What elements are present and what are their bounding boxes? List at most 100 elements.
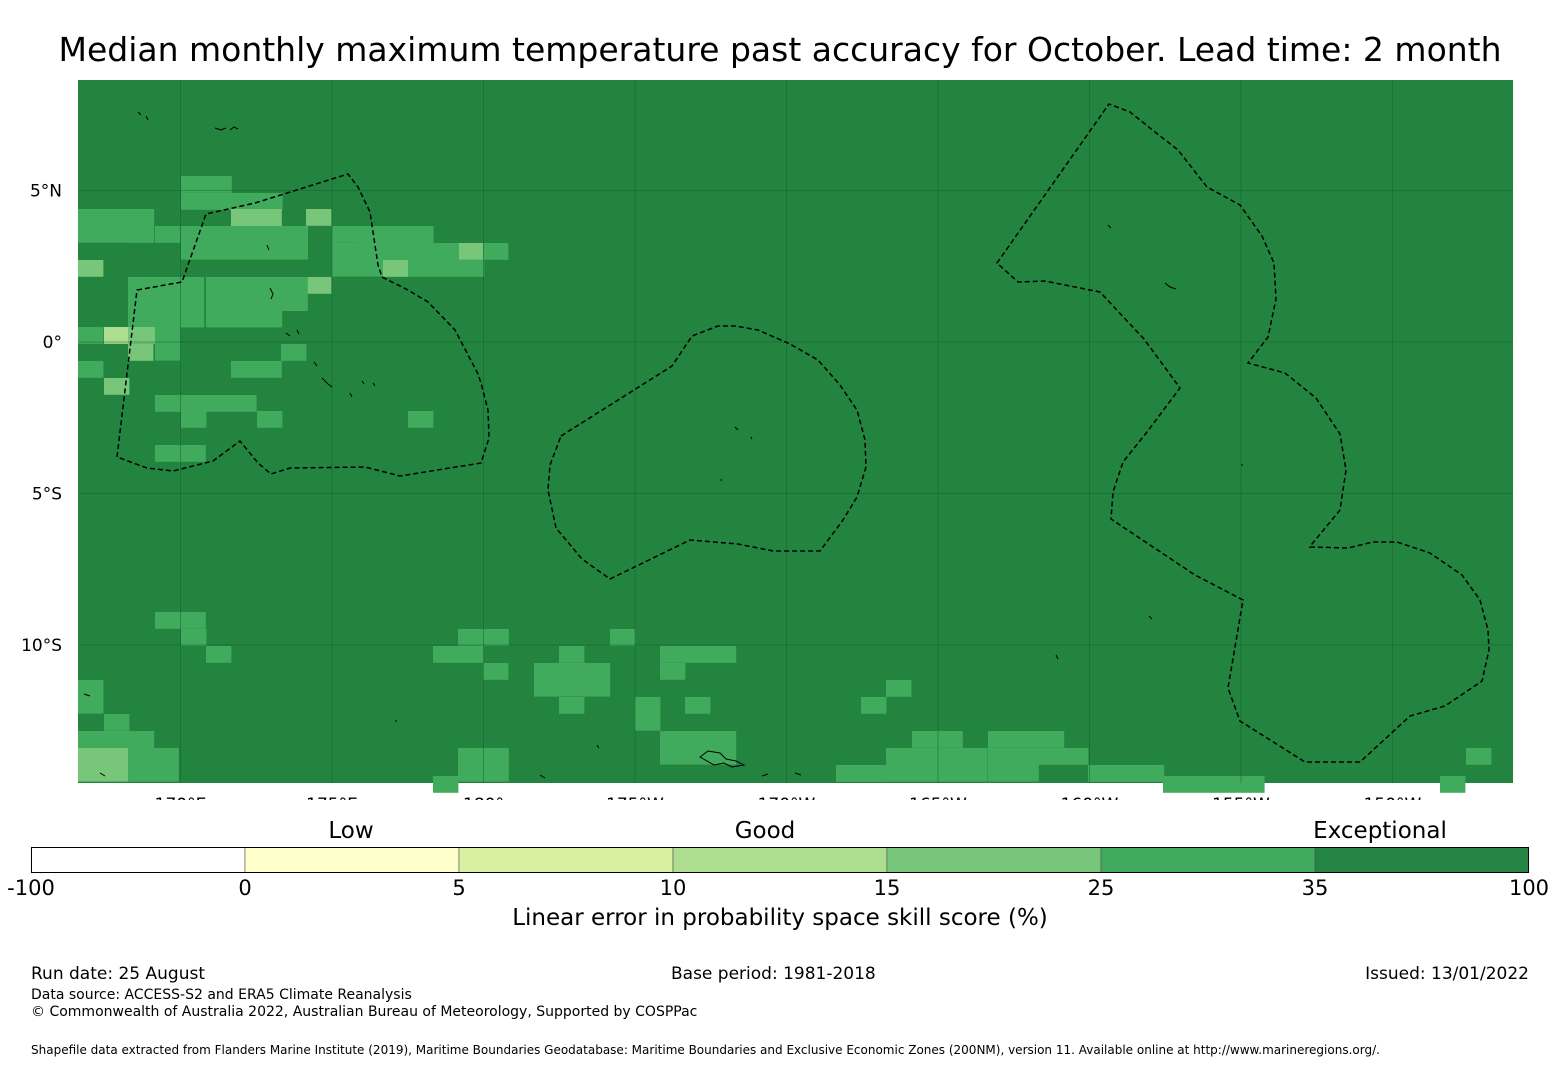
lat-tick-label: 0° <box>43 333 62 353</box>
colorbar-segment <box>672 847 888 873</box>
lon-tick-label: 160°W <box>1061 795 1119 800</box>
island <box>137 111 376 398</box>
skill-cell <box>1088 765 1165 782</box>
colorbar-tick: 100 <box>1508 876 1550 900</box>
colorbar-tick: 10 <box>659 876 687 900</box>
skill-cell <box>128 344 154 361</box>
island <box>720 224 1243 660</box>
skill-cell <box>78 361 104 378</box>
colorbar-tick: 15 <box>873 876 901 900</box>
skill-cell <box>559 646 585 663</box>
lon-tick-label: 175°E <box>306 795 358 800</box>
colorbar-category: Good <box>734 818 796 844</box>
colorbar-segment <box>886 847 1102 873</box>
skill-cell <box>128 277 205 328</box>
skill-cell <box>78 327 104 344</box>
skill-cell <box>886 680 912 697</box>
skill-cell <box>635 697 661 731</box>
skill-cell <box>660 731 737 765</box>
colorbar <box>31 847 1529 873</box>
colorbar-tick: 5 <box>452 876 466 900</box>
skill-cell <box>78 748 129 782</box>
skill-cell <box>128 748 179 782</box>
skill-cell <box>610 629 636 646</box>
skill-cell <box>912 731 963 748</box>
skill-cell <box>383 260 409 277</box>
skill-cell <box>104 714 130 731</box>
colorbar-segment <box>31 847 246 873</box>
skill-cell <box>231 361 282 378</box>
lon-tick-label: 175°W <box>606 795 664 800</box>
skill-cell <box>458 243 484 260</box>
colorbar-tick: 0 <box>238 876 252 900</box>
colorbar-segment <box>244 847 460 873</box>
graticule <box>78 80 1513 783</box>
skill-cell <box>155 395 257 412</box>
skill-cell <box>988 748 1039 782</box>
colorbar-tick: 25 <box>1087 876 1115 900</box>
skill-cell <box>104 378 130 395</box>
skill-cell <box>78 260 104 277</box>
island <box>83 693 802 779</box>
eez-phoenix-islands <box>547 325 867 580</box>
skill-cell <box>408 411 434 428</box>
skill-cell <box>483 663 509 680</box>
axis-labels: 5°N 0° 5°S 10°S 170°E 175°E 180° 175°W 170°W 165°… <box>21 182 1422 801</box>
lat-tick-label: 5°S <box>32 485 62 505</box>
data-source: Data source: ACCESS-S2 and ERA5 Climate … <box>31 987 412 1003</box>
lat-tick-label: 10°S <box>21 636 62 656</box>
colorbar-segment <box>458 847 674 873</box>
skill-cell <box>155 327 181 361</box>
colorbar-segment <box>1314 847 1529 873</box>
skill-cell <box>181 629 207 646</box>
skill-cell <box>128 226 154 243</box>
skill-cell <box>1038 748 1064 765</box>
run-date: Run date: 25 August <box>31 964 205 984</box>
skill-cell <box>433 646 484 663</box>
issued-date: Issued: 13/01/2022 <box>1365 964 1529 984</box>
map-background <box>78 80 1513 783</box>
skill-cell <box>836 765 887 782</box>
skill-cell <box>534 663 611 697</box>
skill-cell <box>1440 776 1466 793</box>
skill-cell <box>685 697 711 714</box>
skill-cell <box>78 680 104 714</box>
skill-cell <box>1466 748 1492 765</box>
skill-cell <box>206 646 232 663</box>
lon-tick-label: 170°E <box>155 795 207 800</box>
skill-cell <box>181 176 232 193</box>
lon-tick-label: 150°W <box>1364 795 1422 800</box>
colorbar-segment <box>1100 847 1316 873</box>
copyright: © Commonwealth of Australia 2022, Austra… <box>31 1004 698 1020</box>
eez-boundaries <box>116 103 1490 763</box>
skill-cell <box>660 663 686 680</box>
skill-cell <box>281 344 307 361</box>
skill-cell <box>181 226 308 260</box>
colorbar-tick: -100 <box>7 876 55 900</box>
skill-cell <box>1063 748 1089 765</box>
base-period: Base period: 1981-2018 <box>671 964 876 984</box>
skill-cell <box>433 776 459 793</box>
skill-cell <box>861 697 887 714</box>
colorbar-tick: 35 <box>1301 876 1329 900</box>
island-coastlines <box>83 111 1243 779</box>
skill-cell <box>988 731 1065 748</box>
skill-cell <box>306 277 332 294</box>
colorbar-category: Exceptional <box>1313 818 1447 844</box>
lon-tick-label: 165°W <box>909 795 967 800</box>
lon-tick-label: 155°W <box>1212 795 1270 800</box>
skill-cell <box>660 646 737 663</box>
colorbar-category: Low <box>328 818 374 844</box>
skill-cell <box>155 226 181 243</box>
skill-cell <box>559 697 585 714</box>
lon-tick-label: 170°W <box>758 795 816 800</box>
map-title: Median monthly maximum temperature past … <box>58 30 1502 69</box>
skill-cell <box>1163 776 1265 793</box>
eez-gilbert-islands <box>116 173 490 477</box>
colorbar-label: Linear error in probability space skill … <box>512 905 1048 931</box>
skill-cell <box>181 411 207 428</box>
skill-cell <box>408 260 485 277</box>
skill-cell <box>483 243 509 260</box>
skill-score-map: 5°N 0° 5°S 10°S 170°E 175°E 180° 175°W 170°W 165°… <box>21 80 1513 801</box>
colorbar-outline <box>31 847 1529 873</box>
